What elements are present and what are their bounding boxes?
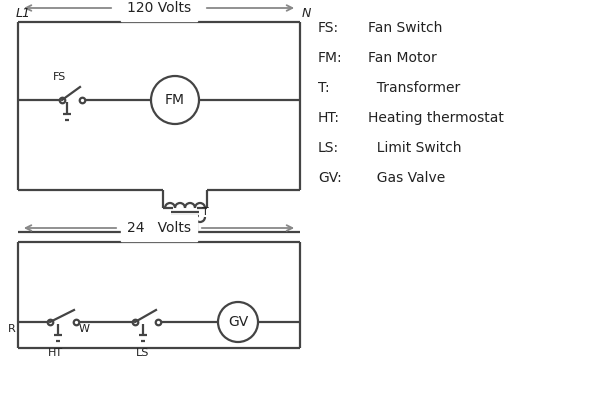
Text: GV: GV xyxy=(228,315,248,329)
Text: Transformer: Transformer xyxy=(368,81,460,95)
Text: T: T xyxy=(202,207,209,217)
Text: N: N xyxy=(302,7,312,20)
Text: W: W xyxy=(79,324,90,334)
Text: LS: LS xyxy=(136,348,150,358)
Text: L1: L1 xyxy=(16,7,31,20)
Text: Heating thermostat: Heating thermostat xyxy=(368,111,504,125)
Text: Limit Switch: Limit Switch xyxy=(368,141,461,155)
Text: Fan Switch: Fan Switch xyxy=(368,21,442,35)
Text: GV:: GV: xyxy=(318,171,342,185)
Text: LS:: LS: xyxy=(318,141,339,155)
Text: T:: T: xyxy=(318,81,330,95)
Text: 24   Volts: 24 Volts xyxy=(127,221,191,235)
Text: Fan Motor: Fan Motor xyxy=(368,51,437,65)
Text: FS: FS xyxy=(53,72,67,82)
Text: Gas Valve: Gas Valve xyxy=(368,171,445,185)
Text: 120 Volts: 120 Volts xyxy=(127,1,191,15)
Text: FM:: FM: xyxy=(318,51,343,65)
Text: FS:: FS: xyxy=(318,21,339,35)
Text: R: R xyxy=(8,324,16,334)
Text: HT: HT xyxy=(47,348,63,358)
Text: FM: FM xyxy=(165,93,185,107)
Text: HT:: HT: xyxy=(318,111,340,125)
